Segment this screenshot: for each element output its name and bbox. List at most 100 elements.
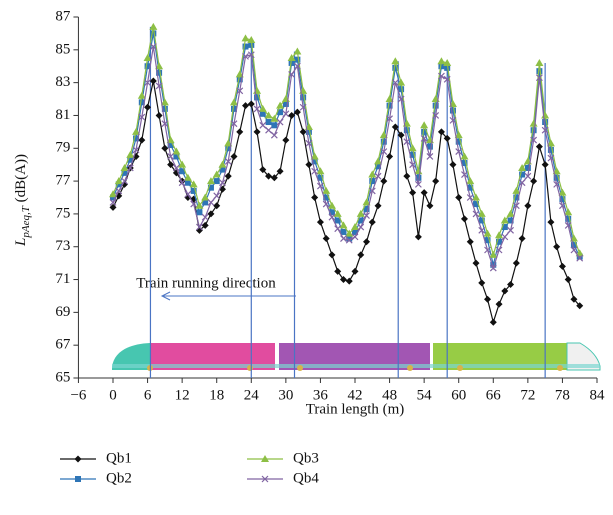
point (214, 178, 220, 184)
direction-arrow (162, 292, 296, 300)
legend-label: Qb3 (293, 450, 319, 466)
point (478, 279, 485, 286)
point (409, 189, 416, 196)
point (391, 57, 399, 64)
y-tick-label: 83 (55, 74, 70, 90)
point (266, 127, 272, 133)
x-tick-label: 18 (209, 387, 224, 403)
annotation: Train running direction (136, 275, 276, 291)
point (126, 151, 134, 158)
point (202, 214, 208, 220)
point (559, 263, 566, 270)
point (242, 102, 249, 109)
point (208, 199, 214, 205)
x-tick-label: 78 (555, 387, 570, 403)
point (415, 233, 422, 240)
x-tick-label: 24 (244, 387, 260, 403)
point (375, 202, 382, 209)
legend-label: Qb4 (293, 470, 319, 486)
y-tick-label: 71 (55, 271, 70, 287)
point (432, 178, 439, 185)
y-tick-label: 73 (55, 238, 70, 254)
point (352, 268, 359, 275)
y-tick-label: 81 (55, 107, 70, 123)
point (473, 260, 480, 267)
x-tick-label: 60 (451, 387, 466, 403)
chart: Train running direction Train length (m)… (0, 0, 613, 515)
point (335, 226, 341, 232)
point (225, 173, 232, 180)
point (328, 251, 335, 258)
point (369, 219, 376, 226)
point (524, 202, 531, 209)
point (254, 128, 261, 135)
point (214, 193, 220, 199)
y-axis-title: LpAeq,T (dB(A)) (13, 154, 31, 247)
point (403, 173, 410, 180)
point (437, 57, 445, 64)
point (530, 120, 538, 127)
point (461, 215, 468, 222)
x-tick-label: 66 (486, 387, 502, 403)
legend-marker (75, 456, 82, 463)
point (293, 47, 301, 54)
point (553, 243, 560, 250)
y-tick-label: 87 (55, 8, 71, 24)
x-tick-label: 84 (590, 387, 606, 403)
y-tick-label: 77 (55, 173, 71, 189)
legend-marker (75, 476, 81, 482)
point (519, 235, 526, 242)
y-tick-label: 67 (55, 337, 71, 353)
x-tick-label: 36 (313, 387, 329, 403)
point (266, 119, 272, 125)
x-tick-label: 0 (109, 387, 117, 403)
train-drawing (112, 343, 600, 371)
x-tick-label: 42 (348, 387, 363, 403)
point (421, 189, 428, 196)
point (490, 319, 497, 326)
x-tick-label: 6 (144, 387, 152, 403)
point (236, 128, 243, 135)
y-title-sub: pAeq,T (20, 205, 32, 238)
point (536, 143, 543, 150)
y-tick-label: 79 (55, 140, 70, 156)
x-tick-label: 30 (278, 387, 293, 403)
point (323, 235, 330, 242)
x-tick-label: 54 (417, 387, 433, 403)
point (426, 202, 433, 209)
y-title-main: L (13, 238, 29, 247)
x-tick-label: 12 (175, 387, 190, 403)
y-tick-label: 85 (55, 41, 70, 57)
legend-label: Qb1 (106, 450, 132, 466)
point (547, 219, 554, 226)
point (565, 276, 572, 283)
point (149, 23, 157, 30)
legend-label: Qb2 (106, 470, 132, 486)
point (473, 211, 479, 217)
y-tick-label: 69 (55, 304, 70, 320)
point (449, 161, 456, 168)
x-tick-label: 72 (520, 387, 535, 403)
point (357, 251, 364, 258)
point (531, 127, 537, 133)
point (311, 194, 318, 201)
point (271, 132, 277, 138)
point (161, 145, 168, 152)
y-title-unit: (dB(A)) (13, 154, 29, 206)
point (305, 161, 312, 168)
point (496, 301, 503, 308)
x-axis-title: Train length (m) (306, 401, 405, 417)
point (358, 224, 364, 230)
point (541, 111, 549, 118)
point (363, 238, 370, 245)
point (455, 194, 462, 201)
x-tick-label: −6 (70, 387, 86, 403)
point (420, 121, 428, 128)
point (467, 238, 474, 245)
point (502, 234, 508, 240)
x-tick-label: 48 (382, 387, 397, 403)
point (282, 137, 289, 144)
point (242, 34, 250, 41)
point (484, 296, 491, 303)
point (156, 112, 163, 119)
